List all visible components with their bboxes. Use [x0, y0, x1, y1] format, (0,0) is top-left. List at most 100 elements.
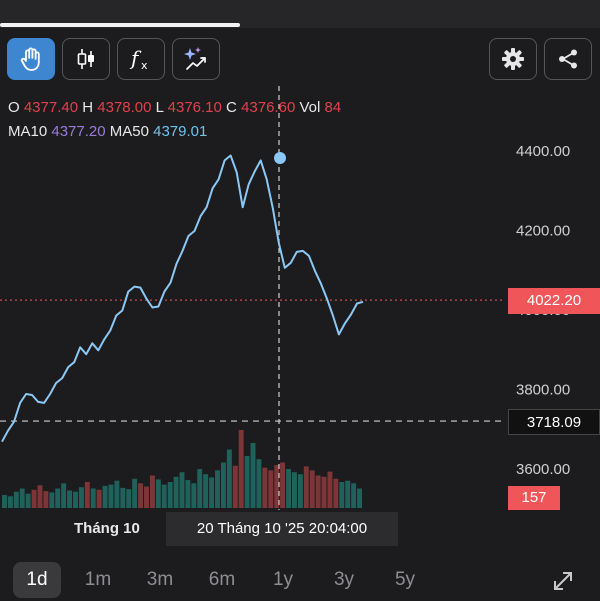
- expand-icon: [554, 572, 572, 590]
- volume-bar: [226, 449, 232, 508]
- volume-bar: [321, 476, 327, 508]
- top-bar: [0, 0, 600, 28]
- volume-bar: [339, 482, 345, 508]
- hand-pan-icon: [20, 47, 40, 71]
- volume-bar: [96, 489, 102, 508]
- range-selector: 1d 1m 3m 6m 1y 3y 5y: [0, 558, 600, 600]
- volume-bar: [61, 483, 67, 508]
- open-value: 4377.40: [23, 99, 79, 116]
- volume-bar: [345, 480, 351, 508]
- last-price-tag: 4022.20: [508, 288, 600, 314]
- volume-bar: [149, 475, 155, 508]
- range-5y[interactable]: 5y: [394, 569, 416, 590]
- price-tick-label: 4200.00: [516, 223, 570, 240]
- volume-bar: [2, 495, 7, 508]
- high-label: H: [82, 99, 94, 116]
- range-1d[interactable]: 1d: [13, 562, 61, 598]
- volume-bar: [256, 459, 262, 508]
- volume-bar: [7, 496, 13, 508]
- volume-bar: [102, 485, 108, 508]
- volume-bar: [84, 482, 90, 508]
- price-tick-label: 4400.00: [516, 143, 570, 160]
- volume-bar: [161, 484, 167, 508]
- indicators-button[interactable]: f x: [117, 38, 165, 80]
- tab-indicator: [0, 23, 240, 27]
- volume-bar: [185, 480, 191, 508]
- volume-bar: [327, 471, 333, 508]
- volume-bar: [173, 476, 179, 508]
- ma50-label: MA50: [109, 123, 149, 140]
- volume-label: Vol: [299, 99, 321, 116]
- volume-tag: 157: [508, 486, 560, 510]
- volume-bar: [268, 470, 274, 508]
- volume-bar: [244, 456, 250, 508]
- hand-pan-button[interactable]: [7, 38, 55, 80]
- volume-bar: [90, 488, 96, 508]
- volume-bar: [120, 487, 126, 508]
- volume-bar: [197, 469, 203, 508]
- volume-bar: [78, 487, 84, 508]
- volume-bar: [19, 488, 25, 508]
- ma10-value: 4377.20: [51, 123, 106, 140]
- crosshair-time-label: 20 Tháng 10 '25 20:04:00: [166, 512, 398, 546]
- volume-bar: [55, 488, 61, 508]
- volume-bar: [155, 479, 161, 508]
- volume-bar: [37, 485, 43, 508]
- volume-bar: [108, 484, 114, 508]
- share-icon: [559, 49, 577, 69]
- volume-bar: [43, 491, 49, 508]
- volume-bar: [126, 489, 132, 508]
- volume-bar: [203, 474, 209, 508]
- ma10-label: MA10: [8, 123, 48, 140]
- ohlc-legend: O 4377.40 H 4378.00 L 4376.10 C 4376.60 …: [8, 96, 341, 144]
- volume-bar: [220, 462, 226, 508]
- range-1y[interactable]: 1y: [272, 569, 294, 590]
- share-button[interactable]: [544, 38, 592, 80]
- range-3y[interactable]: 3y: [333, 569, 355, 590]
- candlestick-icon: [77, 49, 94, 69]
- volume-bar: [144, 486, 149, 508]
- expand-button[interactable]: [548, 566, 578, 596]
- ai-analysis-button[interactable]: [172, 38, 220, 80]
- price-line: [1, 154, 364, 443]
- crosshair-price-tag: 3718.09: [508, 409, 600, 435]
- close-value: 4376.60: [241, 99, 296, 116]
- volume-bar: [274, 465, 280, 508]
- volume-bar: [191, 483, 197, 508]
- volume-bar: [357, 488, 362, 508]
- volume-bar: [209, 477, 215, 508]
- volume-bar: [315, 475, 321, 508]
- settings-button[interactable]: [489, 38, 537, 80]
- volume-bar: [114, 480, 120, 508]
- volume-bar: [13, 491, 19, 508]
- high-value: 4378.00: [97, 99, 152, 116]
- volume-bar: [31, 489, 37, 508]
- volume-bar: [138, 483, 144, 508]
- range-3m[interactable]: 3m: [146, 569, 174, 590]
- volume-bar: [286, 469, 291, 508]
- range-1m[interactable]: 1m: [84, 569, 112, 590]
- price-tick-label: 3600.00: [516, 461, 570, 478]
- svg-text:x: x: [141, 59, 148, 72]
- volume-bar: [167, 482, 173, 508]
- range-6m[interactable]: 6m: [208, 569, 236, 590]
- volume-bar: [303, 466, 309, 508]
- volume-bar: [262, 467, 268, 508]
- volume-bar: [25, 493, 31, 508]
- volume-bar: [132, 478, 138, 508]
- close-label: C: [226, 99, 237, 116]
- ma50-value: 4379.01: [153, 123, 208, 140]
- function-icon: f x: [129, 46, 148, 72]
- volume-bar: [215, 470, 220, 508]
- crosshair-point: [274, 152, 286, 164]
- time-axis: Tháng 10 20 Tháng 10 '25 20:04:00: [0, 512, 600, 546]
- price-tick-label: 3800.00: [516, 382, 570, 399]
- volume-bar: [232, 465, 238, 508]
- volume-bar: [291, 472, 297, 508]
- low-value: 4376.10: [167, 99, 222, 116]
- volume-value: 84: [324, 99, 342, 116]
- month-label: Tháng 10: [74, 520, 140, 537]
- candlestick-button[interactable]: [62, 38, 110, 80]
- volume-bar: [49, 492, 55, 508]
